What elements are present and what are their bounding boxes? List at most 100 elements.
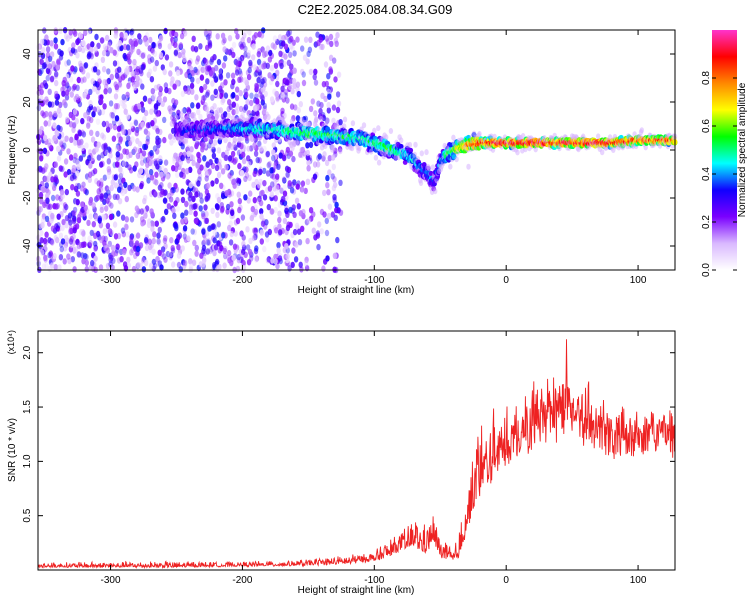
spectrogram-cell <box>64 135 69 142</box>
spectrogram-cell <box>241 259 246 267</box>
spectrogram-cell <box>373 154 379 161</box>
spectrogram-cell <box>75 170 80 177</box>
spectrogram-cell <box>240 214 246 221</box>
spectrogram-cell <box>71 42 76 49</box>
spectrogram-cell <box>148 262 154 270</box>
spectrogram-cell <box>134 240 140 247</box>
spectrogram-cell <box>426 165 432 172</box>
spectrogram-cell <box>177 232 183 239</box>
spectrogram-cell <box>238 70 243 77</box>
spectrogram-cell <box>64 188 70 196</box>
spectrogram-cell <box>50 180 55 188</box>
spectrogram-cell <box>109 202 114 209</box>
spectrogram-cell <box>191 112 197 118</box>
spectrogram-cell <box>291 247 296 254</box>
spectrogram-cell <box>80 252 85 259</box>
spectrogram-cell <box>204 175 209 182</box>
spectrogram-cell <box>188 200 193 207</box>
spectrogram-cell <box>256 77 261 84</box>
spectrogram-cell <box>255 98 260 105</box>
spectrogram-cell <box>131 265 137 273</box>
spectrogram-cell <box>249 99 254 107</box>
spectrogram-cell <box>298 151 303 158</box>
spectrogram-cell <box>163 235 168 242</box>
spectrogram-cell <box>195 102 201 110</box>
spectrogram-cell <box>217 247 222 254</box>
spectrogram-cell <box>90 136 96 143</box>
spectrogram-cell <box>55 194 60 201</box>
spectrogram-cell <box>205 248 210 255</box>
spectrogram-cell <box>287 180 292 187</box>
spectrogram-cell <box>143 212 148 219</box>
spectrogram-cell <box>300 45 305 52</box>
spectrogram-cell <box>146 221 152 229</box>
spectrogram-cell <box>284 204 289 212</box>
spectrogram-cells <box>36 27 678 274</box>
spectrogram-cell <box>268 49 273 57</box>
spectrogram-cell <box>173 41 178 48</box>
spectrogram-cell <box>270 75 275 82</box>
spectrogram-cell <box>336 207 341 214</box>
spectrogram-cell <box>149 76 155 83</box>
spectrogram-cell <box>44 163 49 170</box>
spectrogram-cell <box>86 122 91 129</box>
spectrogram-cell <box>251 143 257 150</box>
spectrogram-cell <box>176 261 182 269</box>
spectrogram-cell <box>229 230 234 238</box>
spectrogram-cell <box>312 73 317 81</box>
spectrogram-cell <box>63 234 69 242</box>
spectrogram-cell <box>156 238 161 245</box>
spectrogram-cell <box>202 155 207 162</box>
spectrogram-cell <box>101 143 106 150</box>
spectrogram-cell <box>287 72 292 79</box>
spectrogram-cell <box>218 85 223 92</box>
spectrogram-cell <box>301 79 307 87</box>
spectrogram-cell <box>101 49 107 57</box>
spectrogram-cell <box>312 161 318 168</box>
spectrogram-cell <box>160 246 166 253</box>
spectrogram-cell <box>149 149 154 157</box>
spectrogram-cell <box>162 96 168 103</box>
spectrogram-cell <box>262 105 267 113</box>
spectrogram-cell <box>67 257 72 265</box>
spectrogram-cell <box>419 150 424 157</box>
spectrogram-cell <box>317 153 322 160</box>
spectrogram-cell <box>88 162 93 169</box>
spectrogram-cell <box>207 32 212 40</box>
spectrogram-cell <box>171 97 176 105</box>
spectrogram-cell <box>163 256 168 263</box>
spectrogram-cell <box>226 105 231 113</box>
spectrogram-cell <box>130 31 135 39</box>
spectrogram-cell <box>305 237 310 245</box>
spectrogram-cell <box>183 87 189 95</box>
spectrogram-cell <box>153 190 158 198</box>
spectrogram-cell <box>162 68 167 76</box>
spectrogram-cell <box>123 32 128 39</box>
spectrogram-cell <box>274 227 279 234</box>
spectrogram-cell <box>235 217 241 225</box>
spectrogram-cell <box>49 252 54 259</box>
colorbar-label: Normalized spectral amplitude <box>737 82 748 217</box>
spectrogram-cell <box>223 79 228 86</box>
spectrogram-cell <box>99 206 105 214</box>
spectrogram-cell <box>127 58 132 65</box>
spectrogram-cell <box>262 145 267 153</box>
spectrogram-cell <box>222 247 227 255</box>
spectrogram-cell <box>47 88 52 96</box>
spectrogram-cell <box>119 31 124 39</box>
spectrogram-cell <box>67 212 73 219</box>
spectrogram-cell <box>295 183 300 190</box>
spectrogram-cell <box>310 98 315 105</box>
spectrogram-cell <box>62 76 67 84</box>
spectrogram-cell <box>99 98 104 105</box>
spectrogram-cell <box>116 210 121 217</box>
spectrogram-cell <box>71 164 77 172</box>
spectrogram-cell <box>325 174 330 182</box>
spectrogram-cell <box>76 251 82 258</box>
spectrogram-cell <box>83 29 88 37</box>
spectrogram-cell <box>106 158 112 165</box>
spectrogram-cell <box>86 120 91 128</box>
spectrogram-cell <box>37 128 43 136</box>
spectrogram-cell <box>156 142 161 149</box>
spectrogram-cell <box>73 30 78 37</box>
